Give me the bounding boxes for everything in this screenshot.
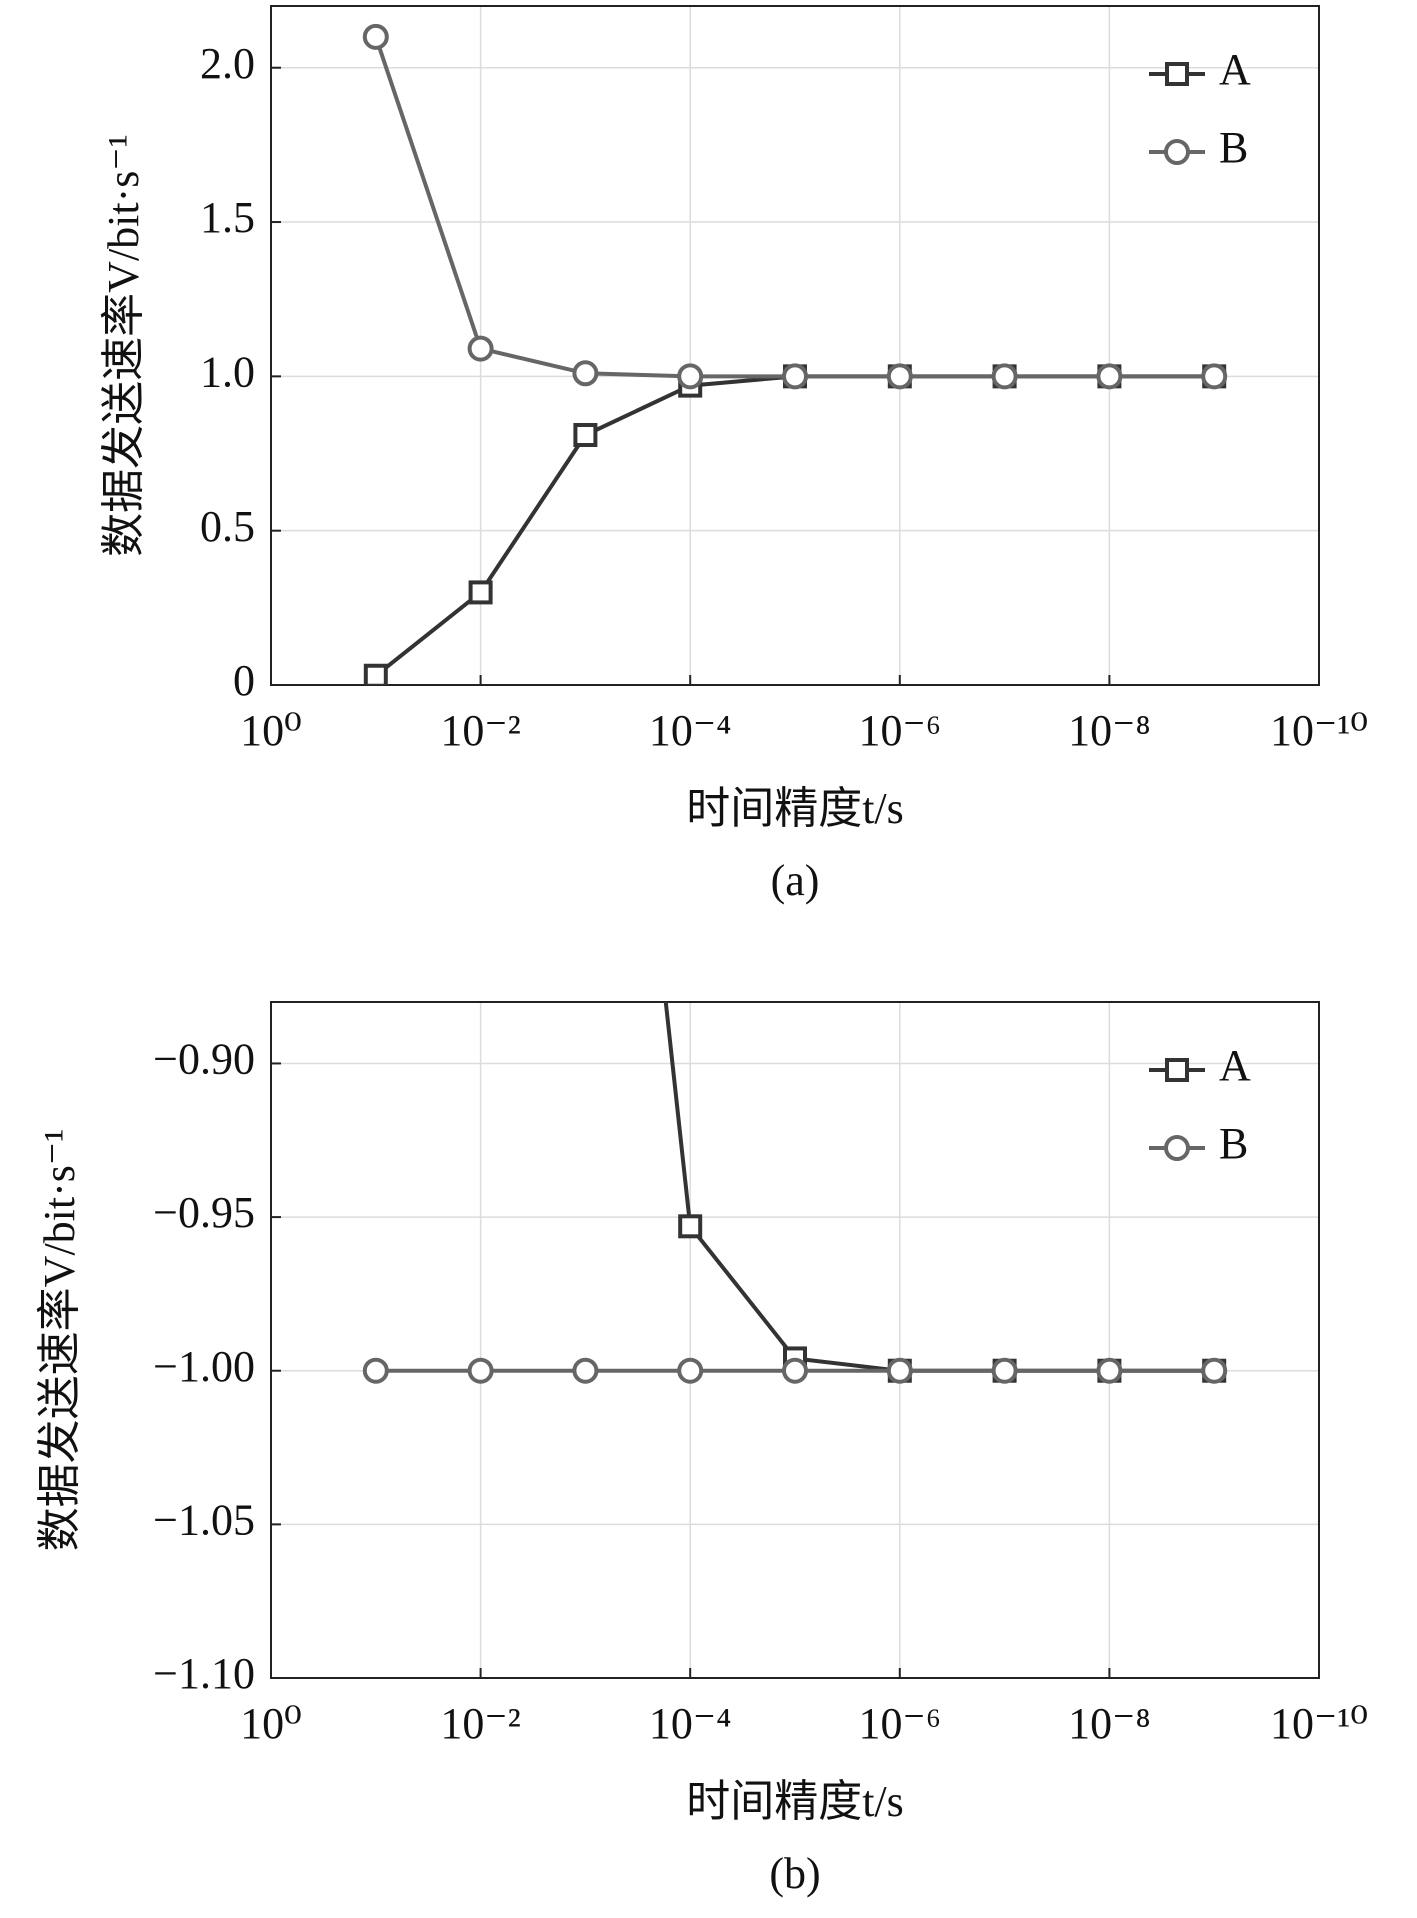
x-tick-label: 10⁻¹⁰	[1270, 1699, 1368, 1748]
y-tick-label: −0.90	[153, 1035, 255, 1084]
y-tick-label: −1.10	[153, 1649, 255, 1698]
x-tick-label: 10⁻⁶	[859, 1699, 942, 1748]
y-axis-label: 数据发送速率V/bit·s⁻¹	[35, 1129, 84, 1552]
x-tick-label: 10⁰	[240, 706, 302, 755]
data-point	[677, 1357, 704, 1384]
data-point	[678, 1214, 703, 1239]
y-tick-label: 1.5	[200, 193, 255, 242]
x-tick-label: 10⁻⁴	[649, 706, 732, 755]
data-point	[362, 23, 389, 50]
series-line	[374, 374, 1215, 678]
data-point	[572, 360, 599, 387]
data-point	[467, 335, 494, 362]
data-point	[363, 663, 388, 685]
y-tick-label: −1.00	[153, 1342, 255, 1391]
chart: 10⁰ 10⁻² 10⁻⁴ 10⁻⁶ 10⁻⁸ 10⁻¹⁰ −1.10 −1.05 −1.00 −…	[35, 255, 1368, 1898]
legend-label: A	[1219, 1041, 1251, 1090]
x-tick-label: 10⁻⁸	[1068, 1699, 1151, 1748]
data-point	[573, 423, 598, 448]
caption: (a)	[771, 856, 820, 905]
y-tick-label: −1.05	[153, 1495, 255, 1544]
data-point	[575, 255, 595, 275]
data-point	[991, 363, 1018, 390]
y-tick-label: −0.95	[153, 1188, 255, 1237]
x-axis-label: 时间精度t/s	[686, 784, 904, 833]
data-point	[467, 1357, 494, 1384]
x-axis-label: 时间精度t/s	[686, 1777, 904, 1826]
legend-marker	[1164, 1135, 1190, 1161]
y-axis-label: 数据发送速率V/bit·s⁻¹	[99, 134, 148, 557]
data-point	[782, 363, 808, 390]
data-point	[1096, 1357, 1123, 1384]
y-tick-label: 2.0	[200, 39, 255, 88]
legend-label: B	[1219, 1119, 1248, 1168]
x-tick-label: 10⁻⁴	[649, 1699, 732, 1748]
x-tick-label: 10⁰	[240, 1699, 302, 1748]
legend-marker	[1165, 1058, 1189, 1082]
data-point	[1096, 363, 1123, 390]
data-point	[362, 1357, 389, 1384]
data-point	[886, 1357, 913, 1384]
data-point	[1201, 363, 1228, 390]
y-tick-label: 0.5	[200, 502, 255, 551]
plot-area	[362, 23, 1228, 685]
data-point	[782, 1357, 808, 1384]
plot-frame	[270, 5, 1320, 686]
data-point	[677, 363, 704, 390]
x-tick-label: 10⁻⁶	[859, 706, 942, 755]
series-line	[373, 36, 1215, 379]
legend-label: B	[1219, 123, 1248, 172]
data-point	[1201, 1357, 1228, 1384]
legend-label: A	[1219, 45, 1251, 94]
legend-marker	[1165, 62, 1189, 86]
x-tick-label: 10⁻²	[440, 1699, 520, 1748]
y-tick-label: 0	[233, 656, 255, 705]
x-tick-label: 10⁻⁸	[1068, 706, 1151, 755]
data-point	[468, 580, 493, 605]
x-tick-label: 10⁻²	[440, 706, 520, 755]
caption: (b)	[769, 1849, 820, 1898]
x-tick-label: 10⁻¹⁰	[1270, 706, 1368, 755]
plot-frame	[270, 1001, 1320, 1679]
data-point	[991, 1357, 1018, 1384]
y-tick-label: 1.0	[200, 347, 255, 396]
chart: 10⁰ 10⁻² 10⁻⁴ 10⁻⁶ 10⁻⁸ 10⁻¹⁰ 0 0.5 1.0 1.5 2.0 AB 时…	[99, 5, 1368, 905]
data-point	[886, 363, 913, 390]
data-point	[572, 1357, 599, 1384]
legend-marker	[1164, 139, 1190, 165]
plot-area	[362, 255, 1228, 1384]
